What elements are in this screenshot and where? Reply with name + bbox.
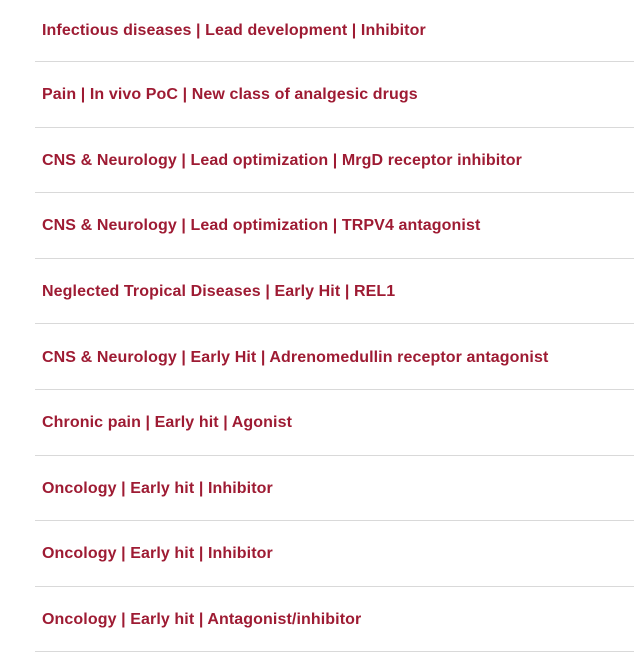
list-item[interactable]: Oncology | Early hit | Antagonist/inhibi…: [0, 586, 634, 653]
pipeline-link[interactable]: Oncology | Early hit | Inhibitor: [42, 479, 273, 497]
pipeline-link[interactable]: CNS & Neurology | Lead optimization | TR…: [42, 217, 481, 235]
pipeline-link[interactable]: Infectious diseases | Lead development |…: [42, 22, 426, 40]
list-item[interactable]: CNS & Neurology | Lead optimization | Mr…: [0, 127, 634, 194]
list-item[interactable]: Oncology | Early hit | Inhibitor: [0, 455, 634, 522]
pipeline-link[interactable]: Oncology | Early hit | Antagonist/inhibi…: [42, 610, 362, 628]
pipeline-link[interactable]: Oncology | Early hit | Inhibitor: [42, 545, 273, 563]
pipeline-link[interactable]: CNS & Neurology | Early Hit | Adrenomedu…: [42, 348, 549, 366]
pipeline-link[interactable]: Chronic pain | Early hit | Agonist: [42, 414, 293, 432]
list-item[interactable]: Oncology | Early hit | Inhibitor: [0, 521, 634, 587]
list-item[interactable]: Infectious diseases | Lead development |…: [0, 0, 634, 62]
list-item[interactable]: CNS & Neurology | Early Hit | Adrenomedu…: [0, 324, 634, 390]
list-item[interactable]: CNS & Neurology | Lead optimization | TR…: [0, 193, 634, 259]
pipeline-link[interactable]: Neglected Tropical Diseases | Early Hit …: [42, 282, 396, 300]
pipeline-link[interactable]: CNS & Neurology | Lead optimization | Mr…: [42, 151, 522, 169]
pipeline-link[interactable]: Pain | In vivo PoC | New class of analge…: [42, 86, 418, 104]
list-item[interactable]: Chronic pain | Early hit | Agonist: [0, 389, 634, 456]
list-item[interactable]: Neglected Tropical Diseases | Early Hit …: [0, 258, 634, 325]
list-item[interactable]: Pain | In vivo PoC | New class of analge…: [0, 62, 634, 128]
